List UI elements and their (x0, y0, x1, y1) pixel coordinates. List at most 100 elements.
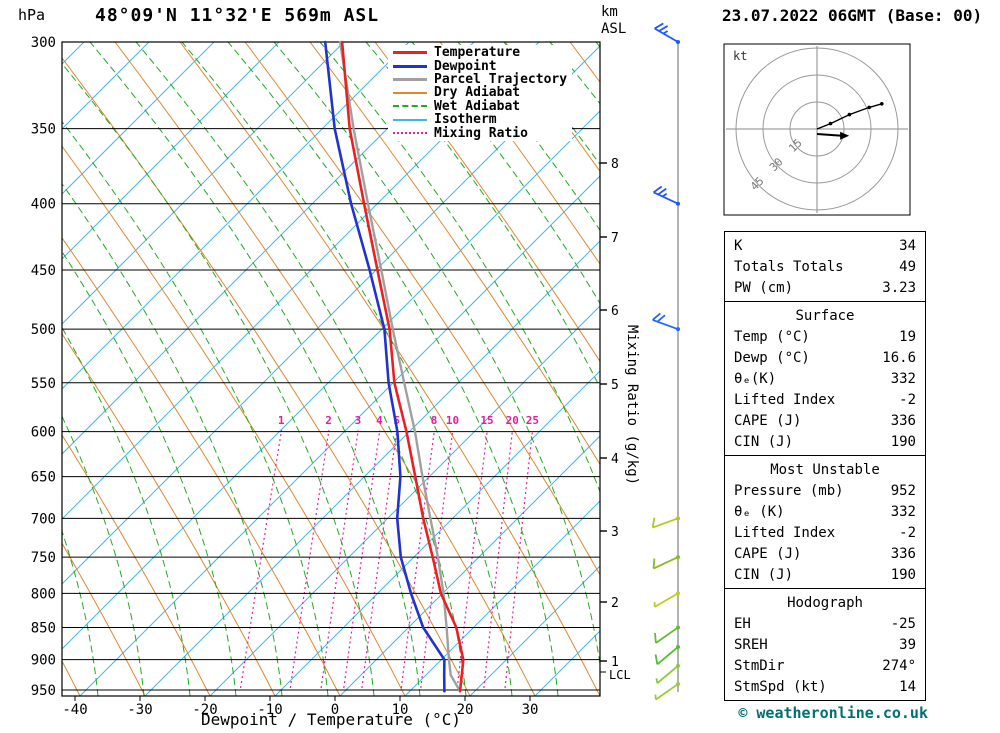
x-axis-label: Dewpoint / Temperature (°C) (200, 710, 462, 729)
table-row: Temp (°C) 19 (725, 326, 925, 347)
mixing-ratio-tick-label: 1 (278, 414, 285, 427)
temp-tick-label: -30 (127, 702, 152, 718)
mixing-ratio-tick-label: 4 (376, 414, 383, 427)
table-panel: Hodograph EH -25 SREH 39 StmDir 274° StmSpd (kt… (724, 588, 926, 701)
wind-barb-full-tick (657, 187, 667, 196)
table-row-value: 34 (899, 237, 916, 254)
table-row: CAPE (J) 336 (725, 410, 925, 431)
pressure-tick-label: 900 (31, 653, 56, 669)
table-row-value: 332 (890, 370, 916, 387)
wind-barb (654, 625, 680, 644)
mixing-ratio-line (343, 429, 381, 689)
wind-barb-dot (676, 644, 680, 649)
mixing-ratio-line (400, 429, 435, 689)
table-row-label: θₑ(K) (734, 370, 777, 387)
temp-tick-label: -40 (62, 702, 87, 718)
wind-barb-dot (676, 327, 680, 332)
pressure-tick-label: 500 (31, 322, 56, 338)
wind-barb-staff (655, 683, 679, 701)
legend-swatch (393, 91, 427, 94)
wind-barb-full-tick (652, 558, 656, 569)
table-row-label: θₑ (K) (734, 503, 785, 520)
wind-barb-full-tick (658, 25, 669, 32)
pressure-tick-label: 950 (31, 683, 56, 699)
mixing-ratio-tick-label: 20 (506, 414, 519, 427)
table-row-value: 16.6 (882, 349, 916, 366)
wind-barb-half-tick (662, 30, 669, 35)
table-row-value: -2 (899, 391, 916, 408)
wind-barb-staff (652, 319, 679, 331)
legend-item: Mixing Ratio (393, 126, 567, 141)
isotherm-line (62, 42, 215, 195)
table-row: SREH 39 (725, 634, 925, 655)
pressure-tick-label: 800 (31, 586, 56, 602)
dry-adiabat-line (179, 42, 600, 696)
table-row-value: 190 (890, 433, 916, 450)
table-row-label: Pressure (mb) (734, 482, 844, 499)
legend-label: Dewpoint (434, 58, 497, 74)
mixing-ratio-line (240, 429, 283, 689)
table-row-value: 336 (890, 412, 916, 429)
table-row-value: 39 (899, 636, 916, 653)
wind-barb-full-tick (652, 312, 661, 321)
isotherm-line (62, 42, 345, 325)
isotherm-line (62, 45, 600, 585)
temp-tick-label: 10 (392, 702, 409, 718)
table-row: Totals Totals 49 (725, 256, 925, 277)
plot-frame (61, 41, 601, 697)
km-label: km (601, 4, 618, 20)
table-row: EH -25 (725, 613, 925, 634)
wind-barb-staff (654, 592, 679, 608)
km-asl-axis-title: km ASL (601, 4, 626, 38)
legend-swatch (393, 105, 427, 108)
hodograph-ring (762, 74, 872, 184)
legend-item: Dewpoint (393, 58, 567, 74)
wind-barb (654, 22, 680, 44)
mixing-ratio-tick-label: 25 (526, 414, 539, 427)
wind-barb-staff (653, 191, 679, 205)
dry-adiabat-line (114, 42, 536, 696)
table-row-label: PW (cm) (734, 279, 794, 296)
mixing-ratio-line (289, 429, 330, 689)
legend-swatch (393, 64, 427, 68)
wind-barb-full-tick (651, 517, 656, 528)
km-tick-label: 6 (611, 304, 619, 319)
wind-barb-staff (654, 27, 679, 43)
table-row-value: 274° (882, 657, 916, 674)
pressure-tick-label: 450 (31, 263, 56, 279)
table-row: Dewp (°C) 16.6 (725, 347, 925, 368)
pressure-tick-label: 300 (31, 35, 56, 51)
table-row-label: Temp (°C) (734, 328, 810, 345)
mixing-ratio-tick-label: 15 (480, 414, 493, 427)
mixing-ratio-line (483, 429, 514, 689)
table-section-title: Most Unstable (770, 461, 880, 478)
legend-swatch (393, 132, 427, 135)
table-panel: K 34 Totals Totals 49 PW (cm) 3.23 (724, 231, 926, 302)
wind-barb-dot (676, 682, 680, 687)
hodograph-trace-point (828, 121, 833, 126)
legend: Temperature Dewpoint Parcel Trajectory Dry … (388, 45, 573, 141)
isotherm-line (62, 42, 410, 390)
legend-item: Dry Adiabat (393, 85, 567, 100)
km-tick-label: 1 (611, 655, 619, 670)
legend-item: Temperature (393, 45, 567, 60)
table-row-label: StmDir (734, 657, 785, 674)
km-tick-label: 2 (611, 596, 619, 611)
dry-adiabat-line (62, 237, 341, 696)
mixing-ratio-line (420, 429, 454, 689)
table-row-value: 952 (890, 482, 916, 499)
table-row-label: Dewp (°C) (734, 349, 810, 366)
mixing-ratio-line (361, 429, 398, 689)
wind-barb-dot (676, 201, 680, 206)
table-row-label: CAPE (J) (734, 412, 802, 429)
table-section-title: Hodograph (787, 594, 863, 611)
legend-swatch (393, 51, 427, 55)
wind-barb-dot (676, 555, 680, 560)
mixing-ratio-tick-label: 8 (431, 414, 438, 427)
table-row-value: 336 (890, 545, 916, 562)
table-row: CIN (J) 190 (725, 431, 925, 452)
wind-barb (652, 312, 680, 332)
dry-adiabat-line (504, 42, 600, 173)
isotherm-line (144, 240, 600, 696)
